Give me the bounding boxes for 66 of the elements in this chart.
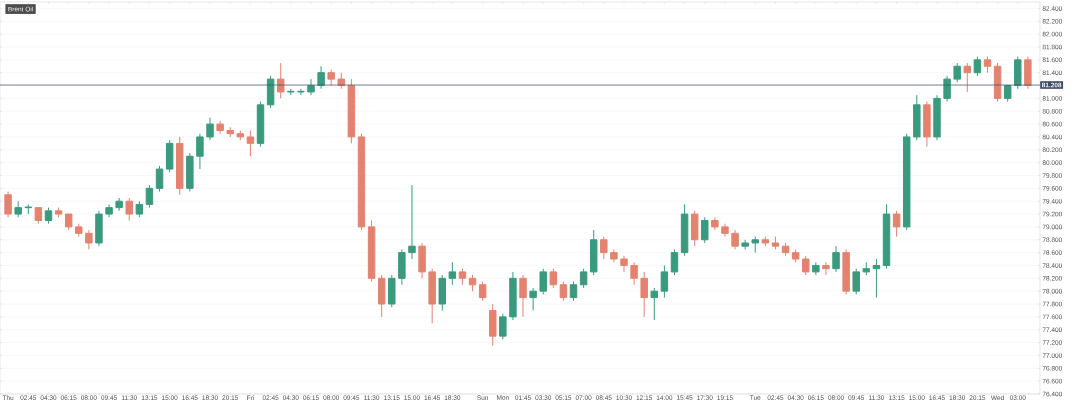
candlestick — [509, 271, 517, 321]
candlestick — [367, 219, 376, 283]
candlestick — [882, 203, 891, 270]
candlestick — [721, 223, 729, 238]
candlestick — [105, 203, 113, 218]
candlestick — [822, 261, 830, 276]
candlestick — [95, 210, 103, 247]
candlestick — [196, 133, 204, 170]
candlestick — [186, 152, 194, 193]
candlestick — [731, 229, 739, 250]
candlestick — [489, 303, 497, 347]
candlestick — [933, 94, 941, 141]
candlestick — [529, 287, 537, 311]
candlestick — [398, 248, 406, 286]
candlestick — [923, 101, 931, 148]
candlestick — [155, 165, 164, 193]
candlestick — [468, 274, 477, 292]
candlestick — [145, 184, 154, 209]
candlestick — [579, 268, 588, 289]
candlestick — [963, 62, 972, 93]
candlestick — [559, 281, 568, 302]
candlestick — [448, 261, 457, 286]
candlestick — [85, 229, 93, 250]
candlestick — [297, 88, 305, 96]
candlestick — [75, 223, 83, 238]
candlestick — [44, 207, 53, 225]
candlestick — [640, 271, 648, 318]
candlestick — [610, 248, 618, 263]
candlestick — [711, 216, 719, 231]
candlestick — [1024, 56, 1032, 90]
candlestick — [973, 56, 982, 77]
candlestick — [246, 130, 255, 157]
candlestick — [842, 248, 850, 295]
candlestick — [206, 117, 214, 141]
candlestick — [519, 274, 527, 318]
candlestick — [781, 242, 790, 257]
candlestick — [216, 120, 224, 135]
candlestick — [983, 56, 992, 74]
candlestick — [176, 136, 184, 196]
candlestick — [690, 210, 699, 247]
candlestick — [478, 281, 487, 302]
candlestick — [256, 101, 265, 148]
candlestick — [1014, 56, 1022, 90]
candlestick — [24, 203, 33, 215]
candlestick — [943, 75, 951, 103]
candlestick — [4, 191, 12, 218]
candlestick — [892, 210, 901, 238]
candlestick — [660, 264, 669, 299]
candlestick — [226, 126, 234, 138]
candlestick — [832, 245, 840, 273]
candlestick — [418, 242, 426, 279]
candlestick — [549, 268, 558, 289]
candlestick — [428, 268, 436, 324]
candlestick — [620, 255, 628, 273]
candlestick — [458, 268, 467, 286]
candlestick — [650, 287, 659, 321]
candlestick — [680, 203, 689, 257]
candlestick — [377, 274, 386, 318]
candlestick — [569, 281, 578, 302]
candlestick — [701, 216, 709, 244]
candlestick — [630, 261, 638, 286]
candlestick — [600, 236, 608, 260]
candlestick — [872, 258, 881, 299]
candlestick — [408, 184, 416, 260]
candlestick — [115, 197, 123, 212]
candlestick — [751, 236, 759, 254]
